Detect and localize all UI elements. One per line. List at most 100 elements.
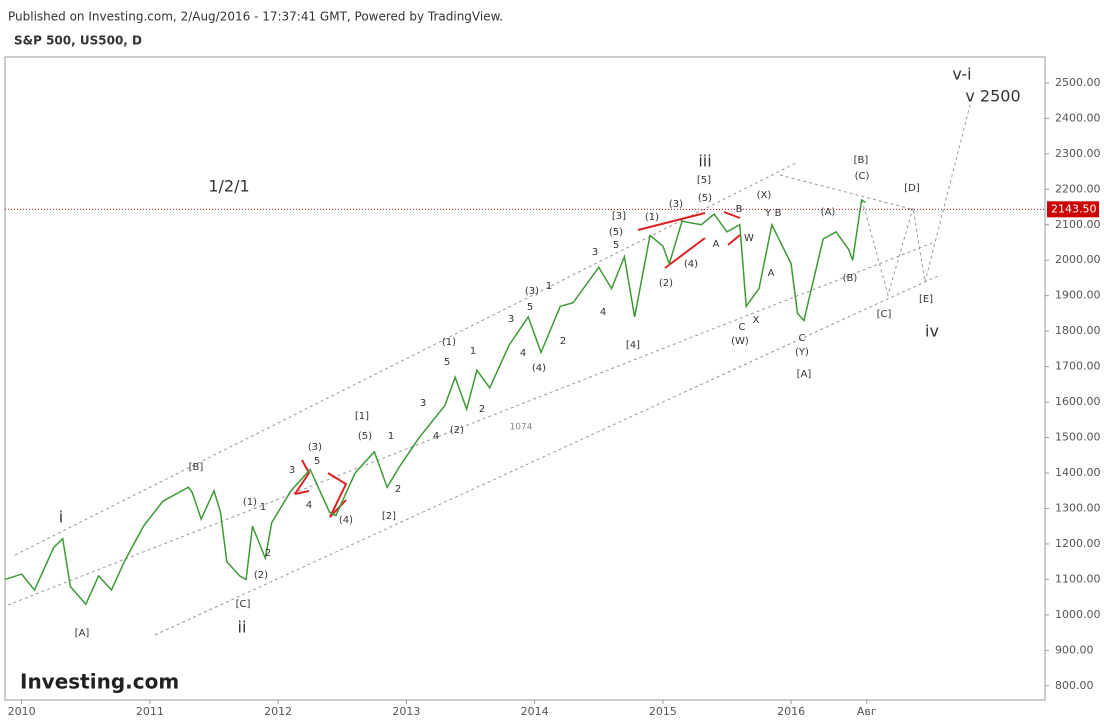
wave-label: 4 [433, 431, 439, 442]
x-tick-label: 2016 [777, 705, 805, 718]
wave-label: i [59, 508, 63, 527]
y-tick-label: 1600.00 [1055, 395, 1101, 408]
plot-frame [4, 56, 1046, 701]
y-tick-label: 2300.00 [1055, 147, 1101, 160]
wave-label: v 2500 [965, 87, 1020, 106]
wave-label: iii [698, 152, 711, 171]
wave-label: (3) [669, 199, 683, 210]
y-tick-label: 1700.00 [1055, 360, 1101, 373]
wave-label: 5 [444, 357, 450, 368]
wave-label: iv [925, 322, 939, 341]
x-tick-label: 2015 [649, 705, 677, 718]
wave-label: (5) [698, 193, 712, 204]
wave-label: A [713, 239, 720, 250]
wave-label: (Y) [795, 347, 809, 358]
wave-label: (4) [339, 515, 353, 526]
wave-label: 3 [508, 314, 514, 325]
y-tick-label: 1300.00 [1055, 501, 1101, 514]
wave-label: 2 [479, 404, 485, 415]
wave-label: 3 [289, 465, 295, 476]
chart-title: S&P 500, US500, D [14, 34, 142, 48]
wave-label: (3) [308, 442, 322, 453]
wave-label: B [775, 208, 782, 219]
wave-label: (W) [731, 336, 749, 347]
wave-label: [C] [236, 599, 251, 610]
wave-label: [B] [854, 155, 869, 166]
wave-label: C [739, 322, 746, 333]
wave-label: (2) [254, 570, 268, 581]
wave-label: (A) [821, 207, 836, 218]
y-tick-label: 2000.00 [1055, 253, 1101, 266]
logo: Investing.com [20, 670, 179, 694]
x-tick-label: 2012 [264, 705, 292, 718]
x-tick-label: 2014 [521, 705, 549, 718]
wave-label: ii [238, 618, 247, 637]
wave-label: [A] [75, 628, 90, 639]
y-tick-label: 2500.00 [1055, 76, 1101, 89]
wave-label: B [736, 204, 743, 215]
y-tick-label: 1500.00 [1055, 431, 1101, 444]
y-tick-label: 1000.00 [1055, 608, 1101, 621]
y-tick-label: 2200.00 [1055, 182, 1101, 195]
wave-label: 4 [520, 348, 526, 359]
wave-label: (2) [659, 278, 673, 289]
wave-label: 5 [314, 456, 320, 467]
wave-label: 1 [388, 431, 394, 442]
wave-label: 1 [546, 281, 552, 292]
wave-label: [4] [626, 340, 640, 351]
x-tick-label: Авг [857, 705, 877, 718]
wave-label: [B] [189, 462, 204, 473]
x-tick-label: 2013 [392, 705, 420, 718]
wave-label: A [768, 268, 775, 279]
wave-label: C [799, 333, 806, 344]
wave-label: [D] [904, 183, 920, 194]
wave-label: (1) [645, 212, 659, 223]
y-tick-label: 800.00 [1055, 679, 1094, 692]
wave-label: 5 [613, 240, 619, 251]
wave-label: W [744, 233, 754, 244]
y-tick-label: 1900.00 [1055, 289, 1101, 302]
wave-label: v-i [952, 65, 971, 84]
wave-label: 3 [592, 247, 598, 258]
wave-label: (C) [855, 171, 870, 182]
wave-label: (5) [609, 227, 623, 238]
wave-label: (B) [843, 273, 858, 284]
wave-label: (2) [450, 425, 464, 436]
wave-label: (5) [358, 431, 372, 442]
wave-label: (1) [243, 497, 257, 508]
y-tick-label: 900.00 [1055, 643, 1094, 656]
channel-lines [7, 104, 971, 636]
y-tick-label: 1100.00 [1055, 572, 1101, 585]
wave-label: 1 [470, 346, 476, 357]
y-tick-label: 2100.00 [1055, 218, 1101, 231]
price-line [4, 198, 866, 606]
wave-label: (1) [442, 337, 456, 348]
y-tick-label: 1400.00 [1055, 466, 1101, 479]
wave-label: Y [764, 208, 772, 219]
wave-label: (3) [525, 286, 539, 297]
wave-label: (4) [532, 363, 546, 374]
y-tick-label: 2400.00 [1055, 111, 1101, 124]
wave-label: 2 [265, 548, 271, 559]
wave-label: 1 [260, 502, 266, 513]
wave-label: [C] [877, 309, 892, 320]
wave-label: [3] [612, 211, 626, 222]
y-tick-label: 1200.00 [1055, 537, 1101, 550]
wave-label: 4 [600, 307, 606, 318]
wave-label: (X) [757, 190, 772, 201]
wave-label: [1] [355, 411, 369, 422]
wave-label: [2] [382, 511, 396, 522]
wave-label: 3 [420, 398, 426, 409]
wave-label: 2 [395, 484, 401, 495]
wave-label: X [753, 315, 760, 326]
y-tick-label: 1800.00 [1055, 324, 1101, 337]
wave-label: (4) [684, 259, 698, 270]
wave-label: 5 [527, 302, 533, 313]
wave-label: [E] [919, 294, 933, 305]
wave-label: 4 [306, 500, 312, 511]
x-tick-label: 2010 [8, 705, 36, 718]
last-price-box [1047, 201, 1099, 218]
header: Published on Investing.com, 2/Aug/2016 -… [8, 10, 503, 24]
wave-label: [5] [697, 175, 711, 186]
wave-lines [294, 211, 741, 518]
